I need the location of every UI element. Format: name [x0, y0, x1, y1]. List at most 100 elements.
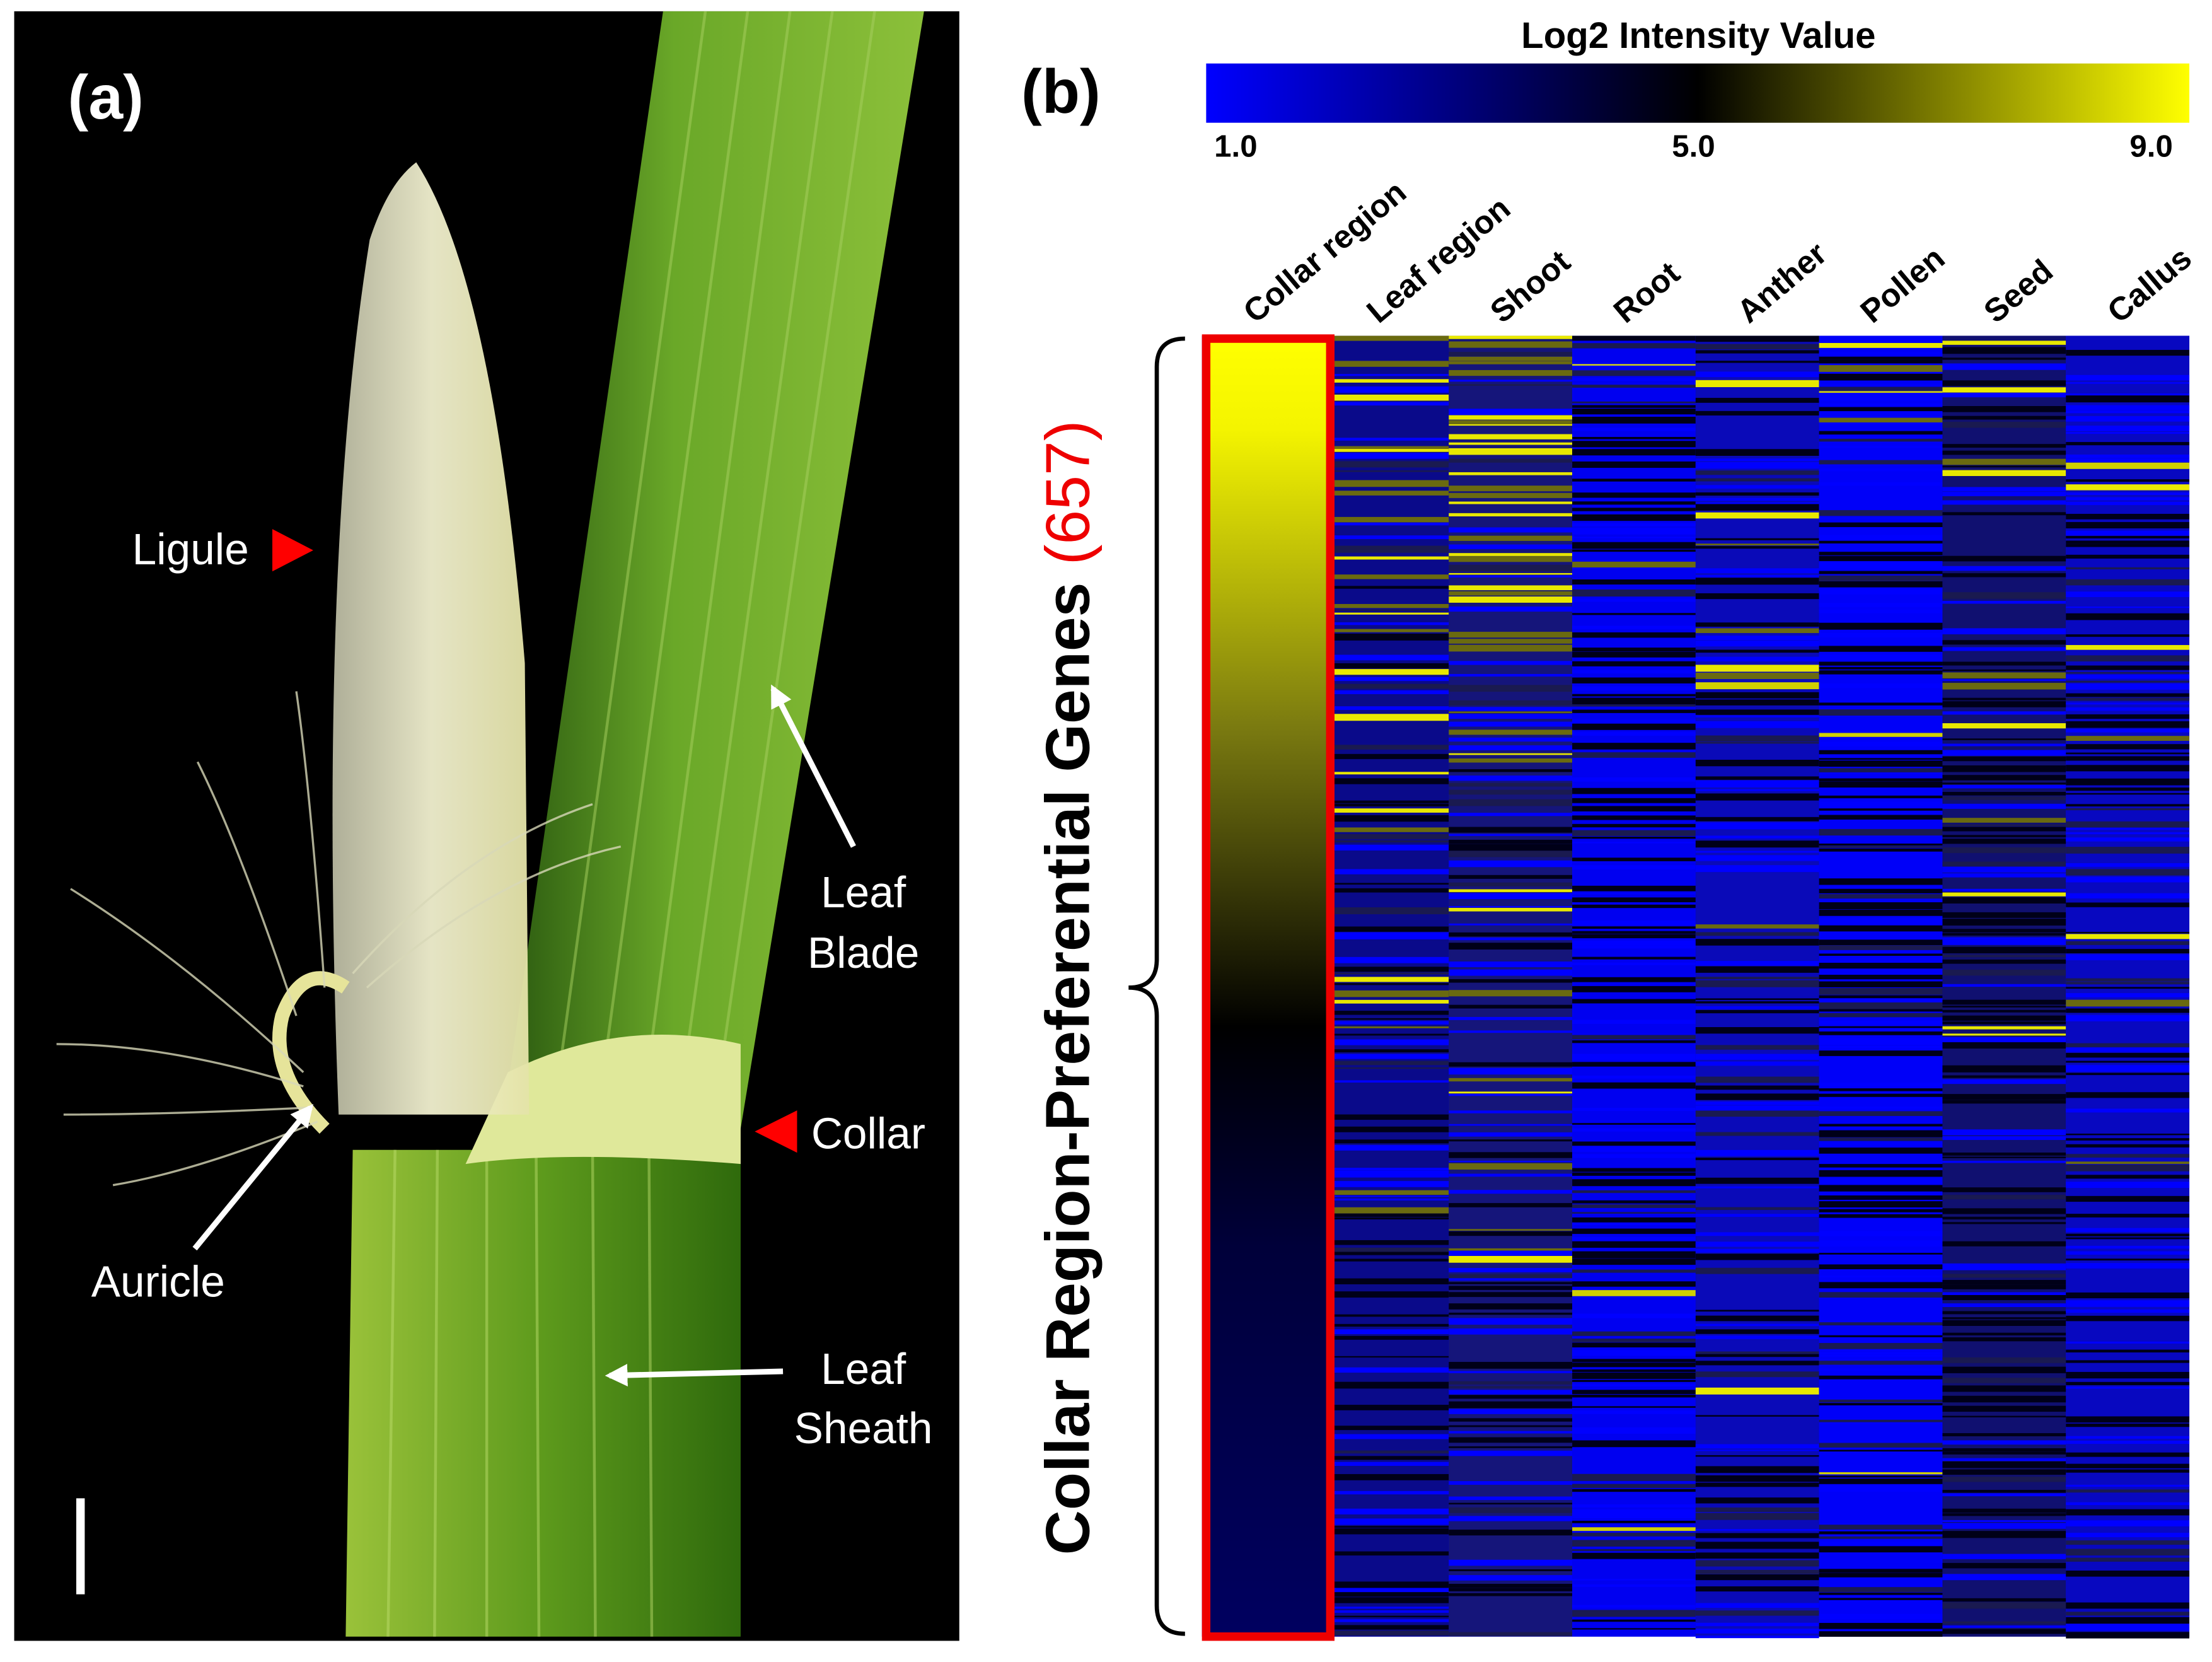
heatmap-stripe	[1695, 1054, 1819, 1060]
heatmap-stripe	[2066, 1300, 2190, 1307]
heatmap-stripe	[2066, 1233, 2190, 1236]
heatmap-stripe	[1325, 753, 1449, 759]
heatmap-stripe	[1942, 888, 2066, 892]
heatmap-stripe	[2066, 1624, 2190, 1631]
heatmap-stripe	[1449, 1395, 1573, 1399]
heatmap-stripe	[1325, 446, 1449, 450]
heatmap-stripe	[1819, 795, 1943, 799]
heatmap-stripe	[1449, 737, 1573, 742]
heatmap-stripe	[1695, 1253, 1819, 1260]
heatmap-stripe	[1325, 1426, 1449, 1431]
heatmap-stripe	[1695, 1466, 1819, 1473]
heatmap-rows	[1325, 335, 2190, 1639]
heatmap-stripe	[1942, 1156, 2066, 1158]
colorbar-title: Log2 Intensity Value	[1521, 15, 1875, 56]
heatmap-stripe	[1942, 711, 2066, 715]
heatmap-stripe	[1695, 1093, 1819, 1100]
heatmap-stripe	[1449, 776, 1573, 781]
heatmap-stripe	[1572, 1516, 1696, 1518]
heatmap-stripe	[1325, 1195, 1449, 1197]
heatmap-stripe	[1449, 1190, 1573, 1194]
heatmap-stripe	[1325, 834, 1449, 839]
heatmap-stripe	[2066, 1632, 2190, 1639]
heatmap-stripe	[1449, 1530, 1573, 1536]
heatmap-stripe	[1695, 1132, 1819, 1136]
heatmap-stripe	[1572, 1406, 1696, 1408]
heatmap-stripe	[1449, 1312, 1573, 1315]
heatmap-stripe	[1572, 1384, 1696, 1386]
heatmap-stripe	[1819, 750, 1943, 755]
heatmap-stripe	[1695, 485, 1819, 489]
heatmap-stripe	[1695, 1586, 1819, 1592]
heatmap-stripe	[1695, 649, 1819, 653]
heatmap-stripe	[1572, 1549, 1696, 1552]
heatmap-stripe	[1572, 385, 1696, 388]
annotation: Blade	[808, 928, 919, 977]
collar-pointer	[755, 1110, 797, 1153]
heatmap-stripe	[1572, 962, 1696, 965]
heatmap-stripe	[1819, 603, 1943, 607]
heatmap-stripe	[1942, 1629, 2066, 1634]
heatmap-stripe	[1942, 796, 2066, 800]
heatmap-stripe	[1819, 1335, 1943, 1337]
heatmap-stripe	[1572, 945, 1696, 949]
heatmap-stripe	[1695, 759, 1819, 767]
heatmap-stripe	[1942, 756, 2066, 762]
heatmap-stripe	[1449, 753, 1573, 755]
heatmap-stripe	[1325, 1314, 1449, 1317]
heatmap-stripe	[1449, 1078, 1573, 1082]
heatmap-stripe	[1572, 1584, 1696, 1587]
heatmap-stripe	[1695, 1149, 1819, 1156]
heatmap-stripe	[1449, 448, 1573, 455]
heatmap-stripe	[2066, 1540, 2190, 1545]
heatmap-stripe	[2066, 1052, 2190, 1058]
heatmap-stripe	[2066, 832, 2190, 835]
heatmap-stripe	[1942, 387, 2066, 393]
heatmap-stripe	[1942, 937, 2066, 939]
heatmap-stripe	[1449, 961, 1573, 967]
heatmap-stripe	[1449, 1062, 1573, 1067]
heatmap-stripe	[1449, 1286, 1573, 1290]
heatmap-stripe	[1695, 449, 1819, 456]
colorbar-tick-label: 1.0	[1214, 129, 1257, 163]
heatmap-stripe	[1819, 1002, 1943, 1009]
heatmap-stripe	[1695, 715, 1819, 718]
heatmap-stripe	[1819, 918, 1943, 925]
heatmap-stripe	[1695, 568, 1819, 574]
heatmap-stripe	[1942, 701, 2066, 707]
heatmap-stripe	[1942, 1440, 2066, 1445]
heatmap-stripe	[2066, 1349, 2190, 1353]
heatmap-stripe	[1819, 510, 1943, 516]
heatmap-stripe	[1449, 1446, 1573, 1448]
heatmap-stripe	[1572, 1258, 1696, 1265]
annotation: Leaf	[821, 868, 906, 917]
heatmap-stripe	[2066, 1165, 2190, 1171]
heatmap-stripe	[1819, 460, 1943, 465]
heatmap-stripe	[1695, 1110, 1819, 1117]
heatmap-stripe	[1572, 1509, 1696, 1517]
heatmap-stripe	[2066, 744, 2190, 750]
heatmap-stripe	[1819, 1026, 1943, 1028]
heatmap-stripe	[1449, 384, 1573, 386]
heatmap-stripe	[1819, 1231, 1943, 1236]
heatmap-stripe	[1572, 1578, 1696, 1581]
heatmap-stripe	[2066, 1549, 2190, 1556]
heatmap-stripe	[1572, 401, 1696, 404]
heatmap-stripe	[1942, 601, 2066, 604]
heatmap-stripe	[1819, 1276, 1943, 1278]
heatmap-stripe	[1695, 793, 1819, 801]
heatmap-stripe	[1572, 1390, 1696, 1395]
heatmap-stripe	[1695, 932, 1819, 936]
heatmap-stripe	[1819, 1195, 1943, 1200]
heatmap-stripe	[1572, 1552, 1696, 1559]
heatmap-stripe	[1819, 1013, 1943, 1018]
heatmap-stripe	[1325, 1080, 1449, 1083]
heatmap-stripe	[1942, 422, 2066, 428]
heatmap-stripe	[1695, 735, 1819, 741]
heatmap-stripe	[1572, 1540, 1696, 1547]
heatmap-stripe	[1449, 553, 1573, 556]
heatmap-stripe	[1695, 1552, 1819, 1559]
heatmap-stripe	[1572, 1527, 1696, 1531]
heatmap-stripe	[2066, 702, 2190, 705]
heatmap-stripe	[1819, 1572, 1943, 1578]
